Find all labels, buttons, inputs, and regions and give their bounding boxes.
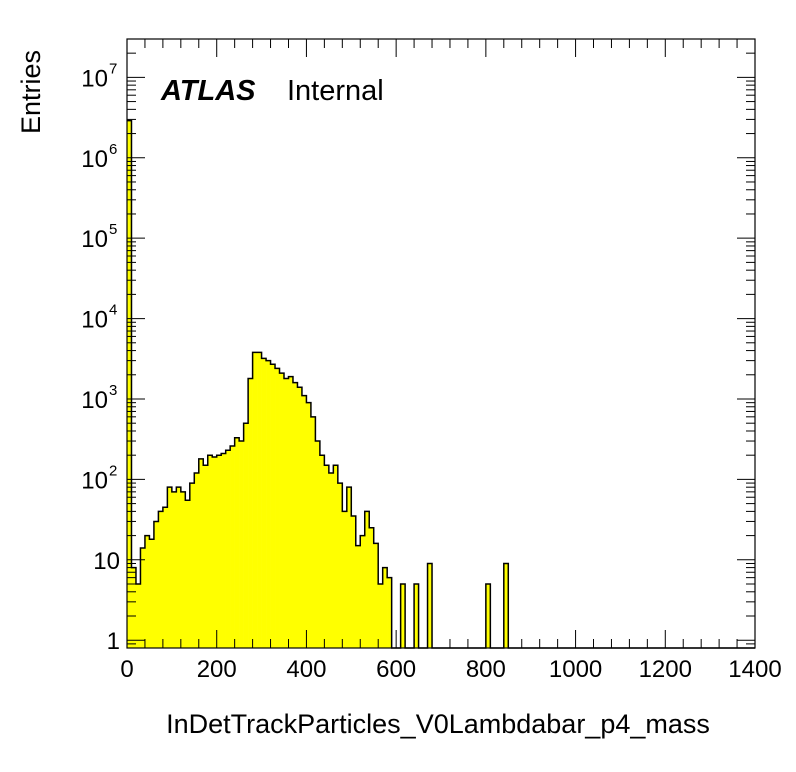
histogram-bar xyxy=(315,441,321,648)
histogram-bar xyxy=(301,395,307,648)
histogram-bar xyxy=(275,368,280,648)
histogram-bar xyxy=(243,423,249,648)
histogram-bar xyxy=(387,577,392,648)
histogram-bar xyxy=(306,402,312,648)
histogram-bar xyxy=(355,545,361,648)
y-tick-exponent: 3 xyxy=(109,382,117,399)
histogram-bar xyxy=(216,455,222,648)
x-tick-label: 800 xyxy=(466,656,506,683)
histogram-bar xyxy=(207,455,213,648)
histogram-bar xyxy=(284,378,289,648)
histogram-bar xyxy=(337,483,343,648)
y-tick-exponent: 7 xyxy=(109,60,117,77)
histogram-bar xyxy=(324,465,330,648)
histogram-bar xyxy=(171,491,177,648)
histogram-bar xyxy=(427,563,433,648)
histogram-bar xyxy=(369,527,375,648)
plot-frame xyxy=(126,38,756,649)
histogram-bar xyxy=(212,456,218,648)
y-tick-label: 10 xyxy=(93,548,120,575)
histogram-bar xyxy=(144,535,150,648)
histogram-bar xyxy=(351,516,357,648)
x-tick-label: 1000 xyxy=(549,656,602,683)
histogram-bar xyxy=(252,352,258,648)
histogram-bar xyxy=(342,511,348,648)
histogram-bar xyxy=(198,458,204,648)
histogram-bar xyxy=(279,373,285,648)
x-tick-label: 600 xyxy=(376,656,416,683)
y-tick-label: 10 xyxy=(81,226,108,253)
histogram-bar xyxy=(185,500,191,648)
histogram-bar xyxy=(333,465,339,648)
histogram-bar xyxy=(503,563,509,648)
histogram-bar xyxy=(360,535,366,648)
y-tick-label: 10 xyxy=(81,146,108,173)
histogram-bar xyxy=(194,473,200,648)
y-tick-label: 10 xyxy=(81,65,108,92)
x-tick-label: 1200 xyxy=(639,656,692,683)
y-tick-label: 10 xyxy=(81,307,108,334)
y-tick-exponent: 6 xyxy=(109,141,117,158)
histogram-bars xyxy=(127,120,509,649)
histogram-bar xyxy=(225,450,231,648)
x-tick-label: 1400 xyxy=(728,656,781,683)
histogram-bar xyxy=(485,584,491,648)
histogram-bar xyxy=(167,487,173,648)
histogram-bar xyxy=(203,465,209,648)
y-tick-label: 1 xyxy=(107,628,120,655)
histogram-bar xyxy=(319,455,325,648)
histogram-bar xyxy=(135,584,141,648)
y-tick-exponent: 4 xyxy=(109,302,117,319)
x-tick-labels: 0 200 400 600 800 1000 1200 1400 xyxy=(120,656,781,683)
histogram-bar xyxy=(221,453,226,648)
histogram-bar xyxy=(364,511,370,648)
histogram-bar xyxy=(261,358,267,648)
histogram-bar xyxy=(414,584,419,648)
histogram-bar xyxy=(153,521,159,648)
histogram-bar xyxy=(257,352,262,648)
histogram-bar xyxy=(131,567,137,648)
histogram-bar xyxy=(378,584,383,648)
x-tick-label: 0 xyxy=(120,656,133,683)
histogram-bar xyxy=(234,437,240,648)
internal-label: Internal xyxy=(287,75,384,107)
histogram-bar xyxy=(346,487,352,648)
histogram-bar xyxy=(239,441,244,648)
histogram-bar xyxy=(140,548,146,648)
histogram-bar xyxy=(297,387,303,648)
histogram-bar xyxy=(292,382,298,648)
histogram-bar xyxy=(158,511,164,648)
histogram-bar xyxy=(270,364,276,648)
axis-ticks xyxy=(126,38,756,649)
y-tick-label: 10 xyxy=(81,387,108,414)
histogram-bar xyxy=(248,378,253,648)
histogram-bar xyxy=(189,483,195,648)
x-axis-title: InDetTrackParticles_V0Lambdabar_p4_mass xyxy=(166,709,710,739)
y-tick-exponent: 2 xyxy=(109,462,117,479)
y-tick-exponent: 5 xyxy=(109,221,117,238)
x-tick-label: 400 xyxy=(286,656,326,683)
histogram-bar xyxy=(373,543,379,648)
histogram-bar xyxy=(180,491,186,648)
y-tick-label: 10 xyxy=(81,467,108,494)
histogram-bar xyxy=(400,584,406,648)
histogram-bar xyxy=(230,446,235,648)
atlas-label: ATLAS xyxy=(160,75,256,107)
histogram-bar xyxy=(162,507,168,648)
histogram-bar xyxy=(328,473,334,648)
histogram-bar xyxy=(149,539,155,648)
histogram-bar xyxy=(176,487,182,648)
x-tick-label: 200 xyxy=(197,656,237,683)
histogram-bar xyxy=(288,376,294,648)
histogram-bar xyxy=(310,416,316,648)
histogram-bar xyxy=(127,120,132,649)
y-axis-title: Entries xyxy=(16,50,46,134)
histogram-bar xyxy=(382,567,388,648)
histogram-bar xyxy=(266,360,271,648)
